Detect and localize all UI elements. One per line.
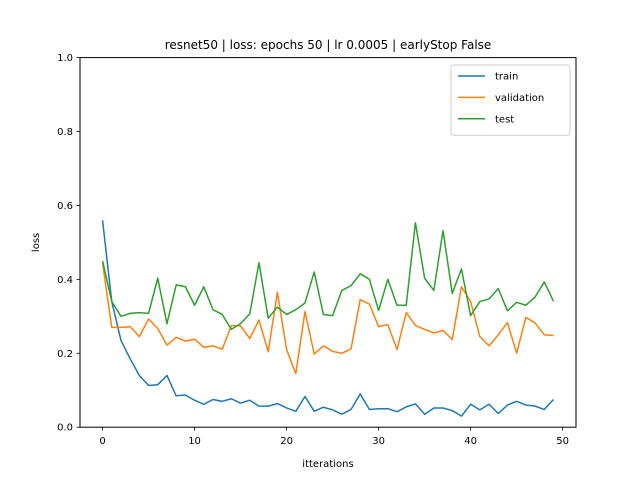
y-tick-label: 0.2 xyxy=(57,349,73,360)
chart-title: resnet50 | loss: epochs 50 | lr 0.0005 |… xyxy=(165,38,492,52)
axes-frame xyxy=(79,57,577,428)
y-tick-label: 0.6 xyxy=(57,201,73,212)
series-line-validation xyxy=(101,262,554,375)
y-tick-label: 0.0 xyxy=(57,423,73,434)
series-lines xyxy=(101,220,555,417)
x-tick-label: 0 xyxy=(99,436,105,447)
legend-label-test: test xyxy=(495,114,514,125)
y-tick-label: 0.4 xyxy=(57,275,73,286)
series-line-test xyxy=(101,222,555,331)
x-axis-label: itterations xyxy=(302,459,353,470)
series-line-train xyxy=(101,220,555,417)
y-axis-label: loss xyxy=(31,233,42,252)
legend-label-train: train xyxy=(495,72,518,83)
legend-box xyxy=(450,64,571,136)
x-tick-label: 20 xyxy=(280,436,293,447)
x-axis-ticks: 0 10 20 30 40 50 xyxy=(99,427,569,447)
y-tick-label: 1.0 xyxy=(57,53,73,64)
x-tick-label: 50 xyxy=(556,436,569,447)
x-tick-label: 10 xyxy=(188,436,201,447)
x-tick-label: 40 xyxy=(464,436,477,447)
x-tick-label: 30 xyxy=(372,436,385,447)
y-tick-label: 0.8 xyxy=(57,127,73,138)
legend: train validation test xyxy=(450,64,571,136)
legend-label-validation: validation xyxy=(495,93,544,104)
y-axis-ticks: 0.0 0.2 0.4 0.6 0.8 1.0 xyxy=(57,53,80,434)
